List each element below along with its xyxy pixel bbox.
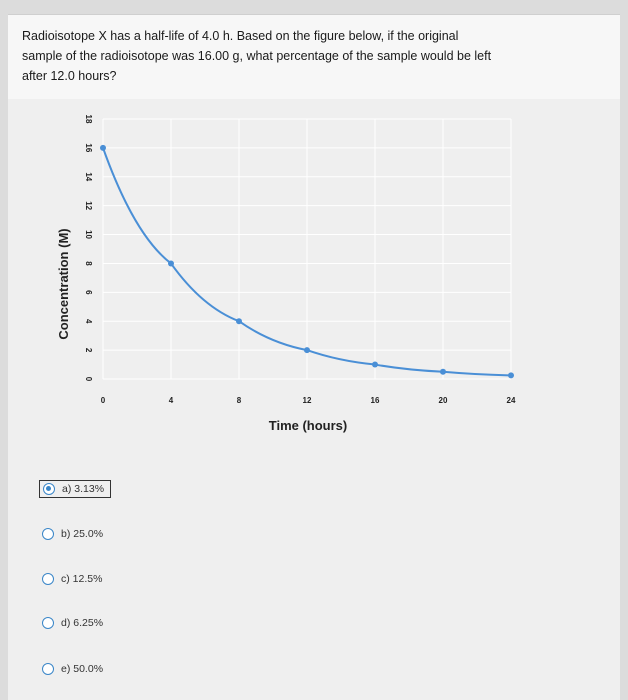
data-point xyxy=(168,260,174,267)
data-points xyxy=(100,144,514,379)
y-tick-label: 10 xyxy=(84,230,93,239)
data-point xyxy=(236,318,242,325)
option-a-label: a) 3.13% xyxy=(62,483,105,495)
x-tick-label: 16 xyxy=(371,396,380,405)
question-card: Radioisotope X has a half-life of 4.0 h.… xyxy=(8,14,620,100)
option-a[interactable]: a) 3.13% xyxy=(39,480,112,498)
radio-c[interactable] xyxy=(42,573,54,585)
chart-grid xyxy=(102,118,512,380)
y-tick-label: 16 xyxy=(84,143,93,152)
y-tick-label: 18 xyxy=(84,115,93,124)
y-axis-label: Concentration (M) xyxy=(56,228,71,339)
x-tick-label: 8 xyxy=(237,396,242,405)
x-tick-label: 12 xyxy=(303,396,312,405)
x-tick-label: 0 xyxy=(101,396,106,405)
data-point xyxy=(440,368,446,375)
x-tick-labels: 0 4 8 12 16 20 24 xyxy=(101,396,516,405)
data-point xyxy=(508,372,514,379)
y-tick-label: 6 xyxy=(84,290,93,295)
question-text: Radioisotope X has a half-life of 4.0 h.… xyxy=(22,26,562,86)
y-tick-label: 8 xyxy=(84,261,93,266)
option-b[interactable]: b) 25.0% xyxy=(42,528,103,540)
y-tick-label: 2 xyxy=(84,348,93,353)
option-c[interactable]: c) 12.5% xyxy=(42,573,102,585)
data-point xyxy=(304,347,310,354)
y-tick-label: 12 xyxy=(84,201,93,210)
radio-a[interactable] xyxy=(43,483,55,495)
y-tick-labels: 0 2 4 6 8 10 12 14 16 18 xyxy=(84,115,93,382)
y-tick-label: 0 xyxy=(84,377,93,382)
question-line-2: sample of the radioisotope was 16.00 g, … xyxy=(22,49,492,63)
x-axis-label: Time (hours) xyxy=(269,418,348,433)
option-d-label: d) 6.25% xyxy=(61,617,104,629)
option-e-label: e) 50.0% xyxy=(61,663,104,675)
x-tick-label: 20 xyxy=(439,396,448,405)
y-tick-label: 14 xyxy=(84,172,93,181)
y-tick-label: 4 xyxy=(84,319,93,324)
question-line-3: after 12.0 hours? xyxy=(22,69,117,83)
option-e[interactable]: e) 50.0% xyxy=(42,663,103,675)
data-point xyxy=(372,361,378,368)
data-point xyxy=(100,144,106,151)
option-d[interactable]: d) 6.25% xyxy=(42,617,103,629)
radio-e[interactable] xyxy=(42,663,54,675)
radio-d[interactable] xyxy=(42,617,54,629)
radio-b[interactable] xyxy=(42,528,54,540)
x-tick-label: 4 xyxy=(169,396,174,405)
question-line-1: Radioisotope X has a half-life of 4.0 h.… xyxy=(22,29,459,43)
content-area: 0 2 4 6 8 10 12 14 16 18 0 4 8 12 16 20 24 Concentratio… xyxy=(8,99,620,700)
option-c-label: c) 12.5% xyxy=(61,573,103,585)
option-b-label: b) 25.0% xyxy=(61,528,104,540)
x-tick-label: 24 xyxy=(507,396,516,405)
